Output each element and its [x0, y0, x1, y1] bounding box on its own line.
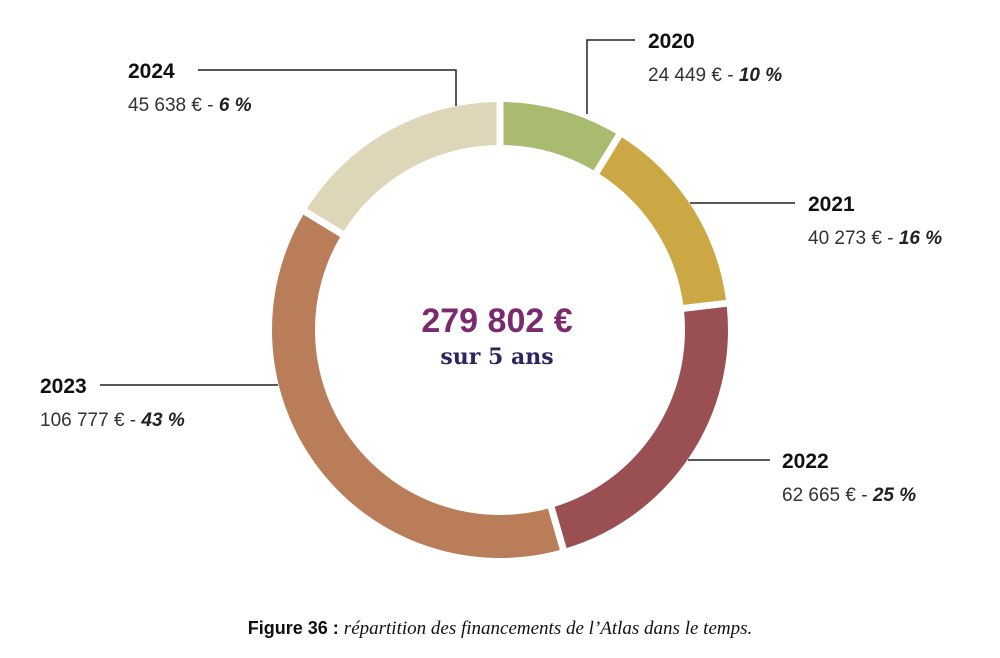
slice-percent-2023: 43 %: [140, 410, 184, 431]
donut-chart: 2020 24 449 € - 10 % 2021 40 273 € - 16 % 20…: [40, 30, 942, 558]
slice-2021: [599, 137, 726, 305]
slice-value-2023: 106 777 € - 43 %: [40, 410, 185, 431]
slice-2022: [554, 306, 728, 549]
leader-line-2020: [586, 39, 635, 114]
slice-percent-2024: 6 %: [219, 95, 252, 116]
slice-value-2024: 45 638 € - 6 %: [128, 95, 252, 116]
slice-2023: [272, 214, 560, 558]
caption-label: Figure 36 :: [247, 618, 339, 638]
center-subtitle: sur 5 ans: [440, 344, 553, 370]
slice-percent-2021: 16 %: [899, 228, 942, 249]
leader-line-2024: [198, 69, 457, 106]
slice-label-2024: 2024: [128, 60, 175, 83]
slice-percent-2020: 10 %: [739, 65, 782, 86]
slice-label-2023: 2023: [40, 375, 87, 398]
figure-caption: Figure 36 : répartition des financements…: [0, 618, 1000, 640]
slice-2020: [503, 102, 616, 171]
slice-label-2021: 2021: [808, 193, 855, 216]
slice-value-2021: 40 273 € - 16 %: [808, 228, 942, 249]
center-total: 279 802 €: [421, 302, 572, 340]
caption-text: répartition des financements de l’Atlas …: [343, 618, 753, 639]
slice-label-2022: 2022: [782, 450, 829, 473]
slice-value-2020: 24 449 € - 10 %: [648, 65, 782, 86]
slice-percent-2022: 25 %: [872, 485, 916, 506]
slice-label-2020: 2020: [648, 30, 695, 53]
slice-2024: [306, 102, 497, 231]
slice-value-2022: 62 665 € - 25 %: [782, 485, 916, 506]
